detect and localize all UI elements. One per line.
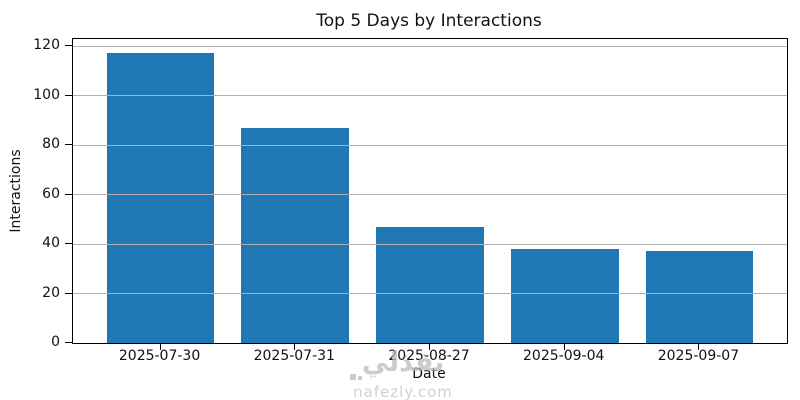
x-tick-label: 2025-07-30	[118, 348, 201, 364]
x-tick-label: 2025-07-31	[253, 348, 335, 364]
gridline	[73, 95, 787, 97]
bar-2025-08-27	[376, 226, 484, 343]
x-tick-mark	[698, 343, 700, 350]
y-tick-label: 100	[33, 86, 60, 103]
y-tick-mark	[65, 243, 72, 245]
gridline	[73, 243, 787, 245]
y-tick-label: 120	[33, 37, 60, 54]
y-tick-label: 40	[42, 235, 60, 252]
bars-layer	[73, 39, 787, 343]
y-tick-label: 20	[42, 284, 60, 301]
grid-layer	[73, 39, 787, 343]
y-tick-label: 60	[42, 185, 60, 202]
bar-2025-09-07	[645, 251, 754, 343]
x-tick-label: 2025-08-27	[388, 348, 470, 364]
x-tick-label: 2025-09-04	[523, 348, 605, 364]
gridline	[73, 293, 787, 294]
bar-2025-07-31	[241, 127, 350, 343]
plot-area	[72, 38, 788, 344]
y-tick-mark	[65, 45, 72, 47]
watermark-site-text: nafezly.com	[353, 383, 453, 400]
y-tick-mark	[65, 144, 72, 146]
y-tick-label: 0	[51, 334, 60, 350]
gridline	[73, 194, 787, 196]
y-tick-label: 80	[42, 136, 60, 153]
chart-title: Top 5 Days by Interactions	[316, 11, 542, 31]
y-tick-mark	[65, 292, 72, 294]
gridline	[73, 144, 787, 146]
x-tick-mark	[563, 343, 565, 350]
x-axis-title: Date	[412, 366, 446, 382]
x-tick-mark	[159, 343, 161, 350]
y-tick-mark	[65, 193, 72, 195]
x-tick-mark	[429, 343, 430, 350]
x-tick-label: 2025-09-07	[657, 348, 740, 364]
bar-2025-07-30	[106, 53, 215, 343]
y-tick-mark	[65, 94, 72, 96]
x-tick-mark	[294, 343, 296, 350]
bar-2025-09-04	[510, 248, 619, 343]
y-tick-mark	[65, 342, 72, 343]
gridline	[73, 45, 787, 47]
